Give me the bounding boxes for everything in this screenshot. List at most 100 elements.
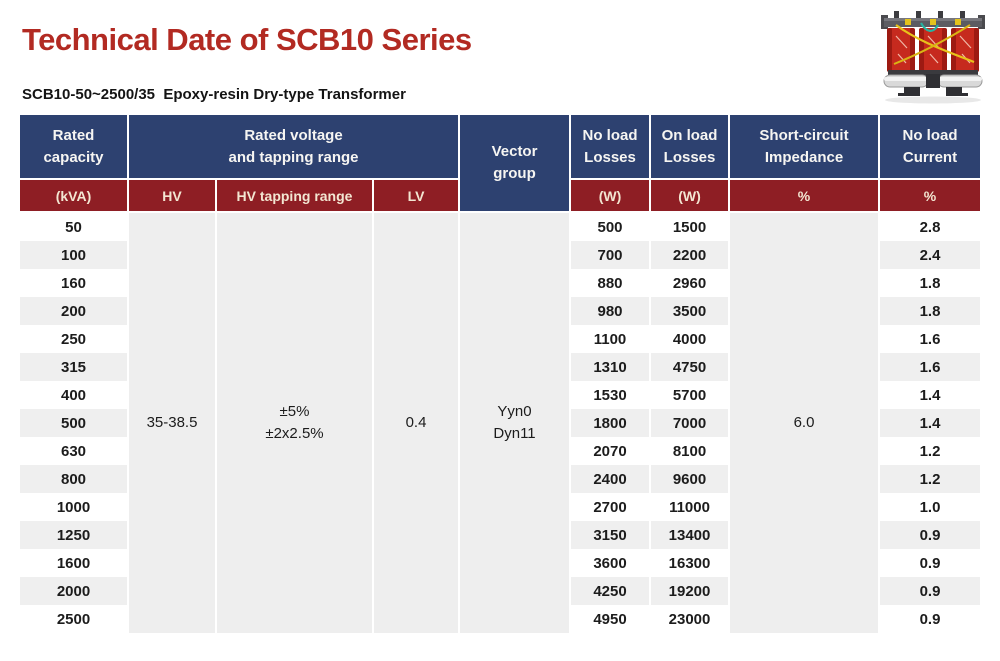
- cell-lv: 0.4: [371, 212, 461, 633]
- cell-rated-capacity: 630: [18, 437, 129, 465]
- header-line: capacity: [43, 148, 104, 166]
- header-vector-group: Vector group: [458, 113, 572, 213]
- page-subtitle: SCB10-50~2500/35 Epoxy-resin Dry-type Tr…: [22, 86, 406, 103]
- cell-no-load-current: 2.8: [878, 212, 983, 241]
- cell-no-load-losses: 500: [569, 212, 652, 241]
- table-row: 800 2400 9600 1.2: [18, 465, 983, 493]
- cell-rated-capacity: 315: [18, 353, 129, 381]
- cell-no-load-current: 1.2: [878, 465, 983, 493]
- cell-no-load-current: 0.9: [878, 577, 983, 605]
- cell-rated-capacity: 100: [18, 241, 129, 269]
- unit-kva: (kVA): [18, 178, 129, 213]
- subheader-hv: HV: [127, 178, 217, 213]
- cell-no-load-current: 1.2: [878, 437, 983, 465]
- page-title: Technical Date of SCB10 Series: [22, 22, 472, 57]
- table-row: 1250 3150 13400 0.9: [18, 521, 983, 549]
- cell-no-load-current: 1.6: [878, 353, 983, 381]
- header-rated-voltage-group: Rated voltage and tapping range: [126, 113, 461, 180]
- cell-no-load-losses: 2400: [569, 465, 652, 493]
- cell-on-load-losses: 1500: [649, 212, 731, 241]
- cell-rated-capacity: 200: [18, 297, 129, 325]
- cell-no-load-current: 1.0: [878, 493, 983, 521]
- cell-no-load-current: 1.8: [878, 297, 983, 325]
- cell-rated-capacity: 160: [18, 269, 129, 297]
- header-line: Impedance: [764, 148, 844, 166]
- cell-on-load-losses: 8100: [649, 437, 731, 465]
- header-line: Vector: [491, 143, 538, 161]
- cell-rated-capacity: 400: [18, 381, 129, 409]
- header-line: Current: [902, 148, 958, 166]
- cell-no-load-current: 0.9: [878, 605, 983, 633]
- header-line: Losses: [584, 148, 636, 166]
- unit-on-load-losses: (W): [649, 178, 731, 213]
- cell-rated-capacity: 1250: [18, 521, 129, 549]
- cell-no-load-losses: 980: [569, 297, 652, 325]
- subheader-lv: LV: [371, 178, 461, 213]
- cell-no-load-current: 0.9: [878, 521, 983, 549]
- cell-no-load-losses: 1800: [569, 409, 652, 437]
- cell-rated-capacity: 500: [18, 409, 129, 437]
- header-line: and tapping range: [228, 148, 359, 166]
- cell-no-load-losses: 3600: [569, 549, 652, 577]
- header-row-units: (kVA) HV HV tapping range LV (W) (W) % %: [18, 178, 983, 213]
- cell-no-load-losses: 1530: [569, 381, 652, 409]
- header-line: Rated voltage: [244, 126, 343, 144]
- header-no-load-losses: No load Losses: [569, 113, 652, 180]
- cell-rated-capacity: 2500: [18, 605, 129, 633]
- header-no-load-current: No load Current: [878, 113, 983, 180]
- header-line: No load: [902, 126, 958, 144]
- cell-no-load-losses: 4950: [569, 605, 652, 633]
- table-row: 500 1800 7000 1.4: [18, 409, 983, 437]
- cell-no-load-current: 1.4: [878, 381, 983, 409]
- cell-hv: 35-38.5: [127, 212, 217, 633]
- cell-on-load-losses: 19200: [649, 577, 731, 605]
- cell-on-load-losses: 3500: [649, 297, 731, 325]
- cell-rated-capacity: 1600: [18, 549, 129, 577]
- cell-on-load-losses: 16300: [649, 549, 731, 577]
- table-row: 160 880 2960 1.8: [18, 269, 983, 297]
- cell-rated-capacity: 50: [18, 212, 129, 241]
- table-row: 1000 2700 11000 1.0: [18, 493, 983, 521]
- table-row: 1600 3600 16300 0.9: [18, 549, 983, 577]
- spec-table: Rated capacity Rated voltage and tapping…: [18, 113, 983, 633]
- cell-short-circuit-impedance: 6.0: [728, 212, 881, 633]
- dry-type-transformer-illustration: [881, 11, 985, 104]
- table-row: 250 1100 4000 1.6: [18, 325, 983, 353]
- cell-rated-capacity: 2000: [18, 577, 129, 605]
- cell-no-load-losses: 2700: [569, 493, 652, 521]
- header-short-circuit-impedance: Short-circuit Impedance: [728, 113, 881, 180]
- cell-no-load-losses: 1100: [569, 325, 652, 353]
- cell-on-load-losses: 11000: [649, 493, 731, 521]
- table-row: 400 1530 5700 1.4: [18, 381, 983, 409]
- transformer-photo: [874, 4, 992, 106]
- header-line: Short-circuit: [759, 126, 849, 144]
- cell-on-load-losses: 23000: [649, 605, 731, 633]
- table-body: 50 35-38.5 ±5% ±2x2.5% 0.4 Yyn0 Dyn11 500 1500 6.…: [18, 212, 983, 633]
- cell-no-load-current: 1.6: [878, 325, 983, 353]
- cell-no-load-losses: 700: [569, 241, 652, 269]
- cell-hv-tapping-range: ±5% ±2x2.5%: [215, 212, 374, 633]
- cell-rated-capacity: 1000: [18, 493, 129, 521]
- cell-on-load-losses: 9600: [649, 465, 731, 493]
- cell-no-load-current: 0.9: [878, 549, 983, 577]
- cell-no-load-losses: 2070: [569, 437, 652, 465]
- cell-no-load-losses: 880: [569, 269, 652, 297]
- header-line: group: [493, 165, 536, 182]
- cell-on-load-losses: 2960: [649, 269, 731, 297]
- table-row: 50 35-38.5 ±5% ±2x2.5% 0.4 Yyn0 Dyn11 500 1500 6.…: [18, 212, 983, 633]
- cell-on-load-losses: 4000: [649, 325, 731, 353]
- table-row: 630 2070 8100 1.2: [18, 437, 983, 465]
- header-line: Losses: [663, 148, 716, 166]
- cell-rated-capacity: 250: [18, 325, 129, 353]
- table-row: 200 980 3500 1.8: [18, 297, 983, 325]
- header-row-main: Rated capacity Rated voltage and tapping…: [18, 113, 983, 213]
- header-on-load-losses: On load Losses: [649, 113, 731, 180]
- header-line: Rated: [52, 126, 95, 144]
- cell-no-load-current: 2.4: [878, 241, 983, 269]
- cell-no-load-losses: 3150: [569, 521, 652, 549]
- cell-no-load-losses: 1310: [569, 353, 652, 381]
- header-line: On load: [661, 126, 718, 144]
- table-row: 2500 4950 23000 0.9: [18, 605, 983, 633]
- cell-on-load-losses: 2200: [649, 241, 731, 269]
